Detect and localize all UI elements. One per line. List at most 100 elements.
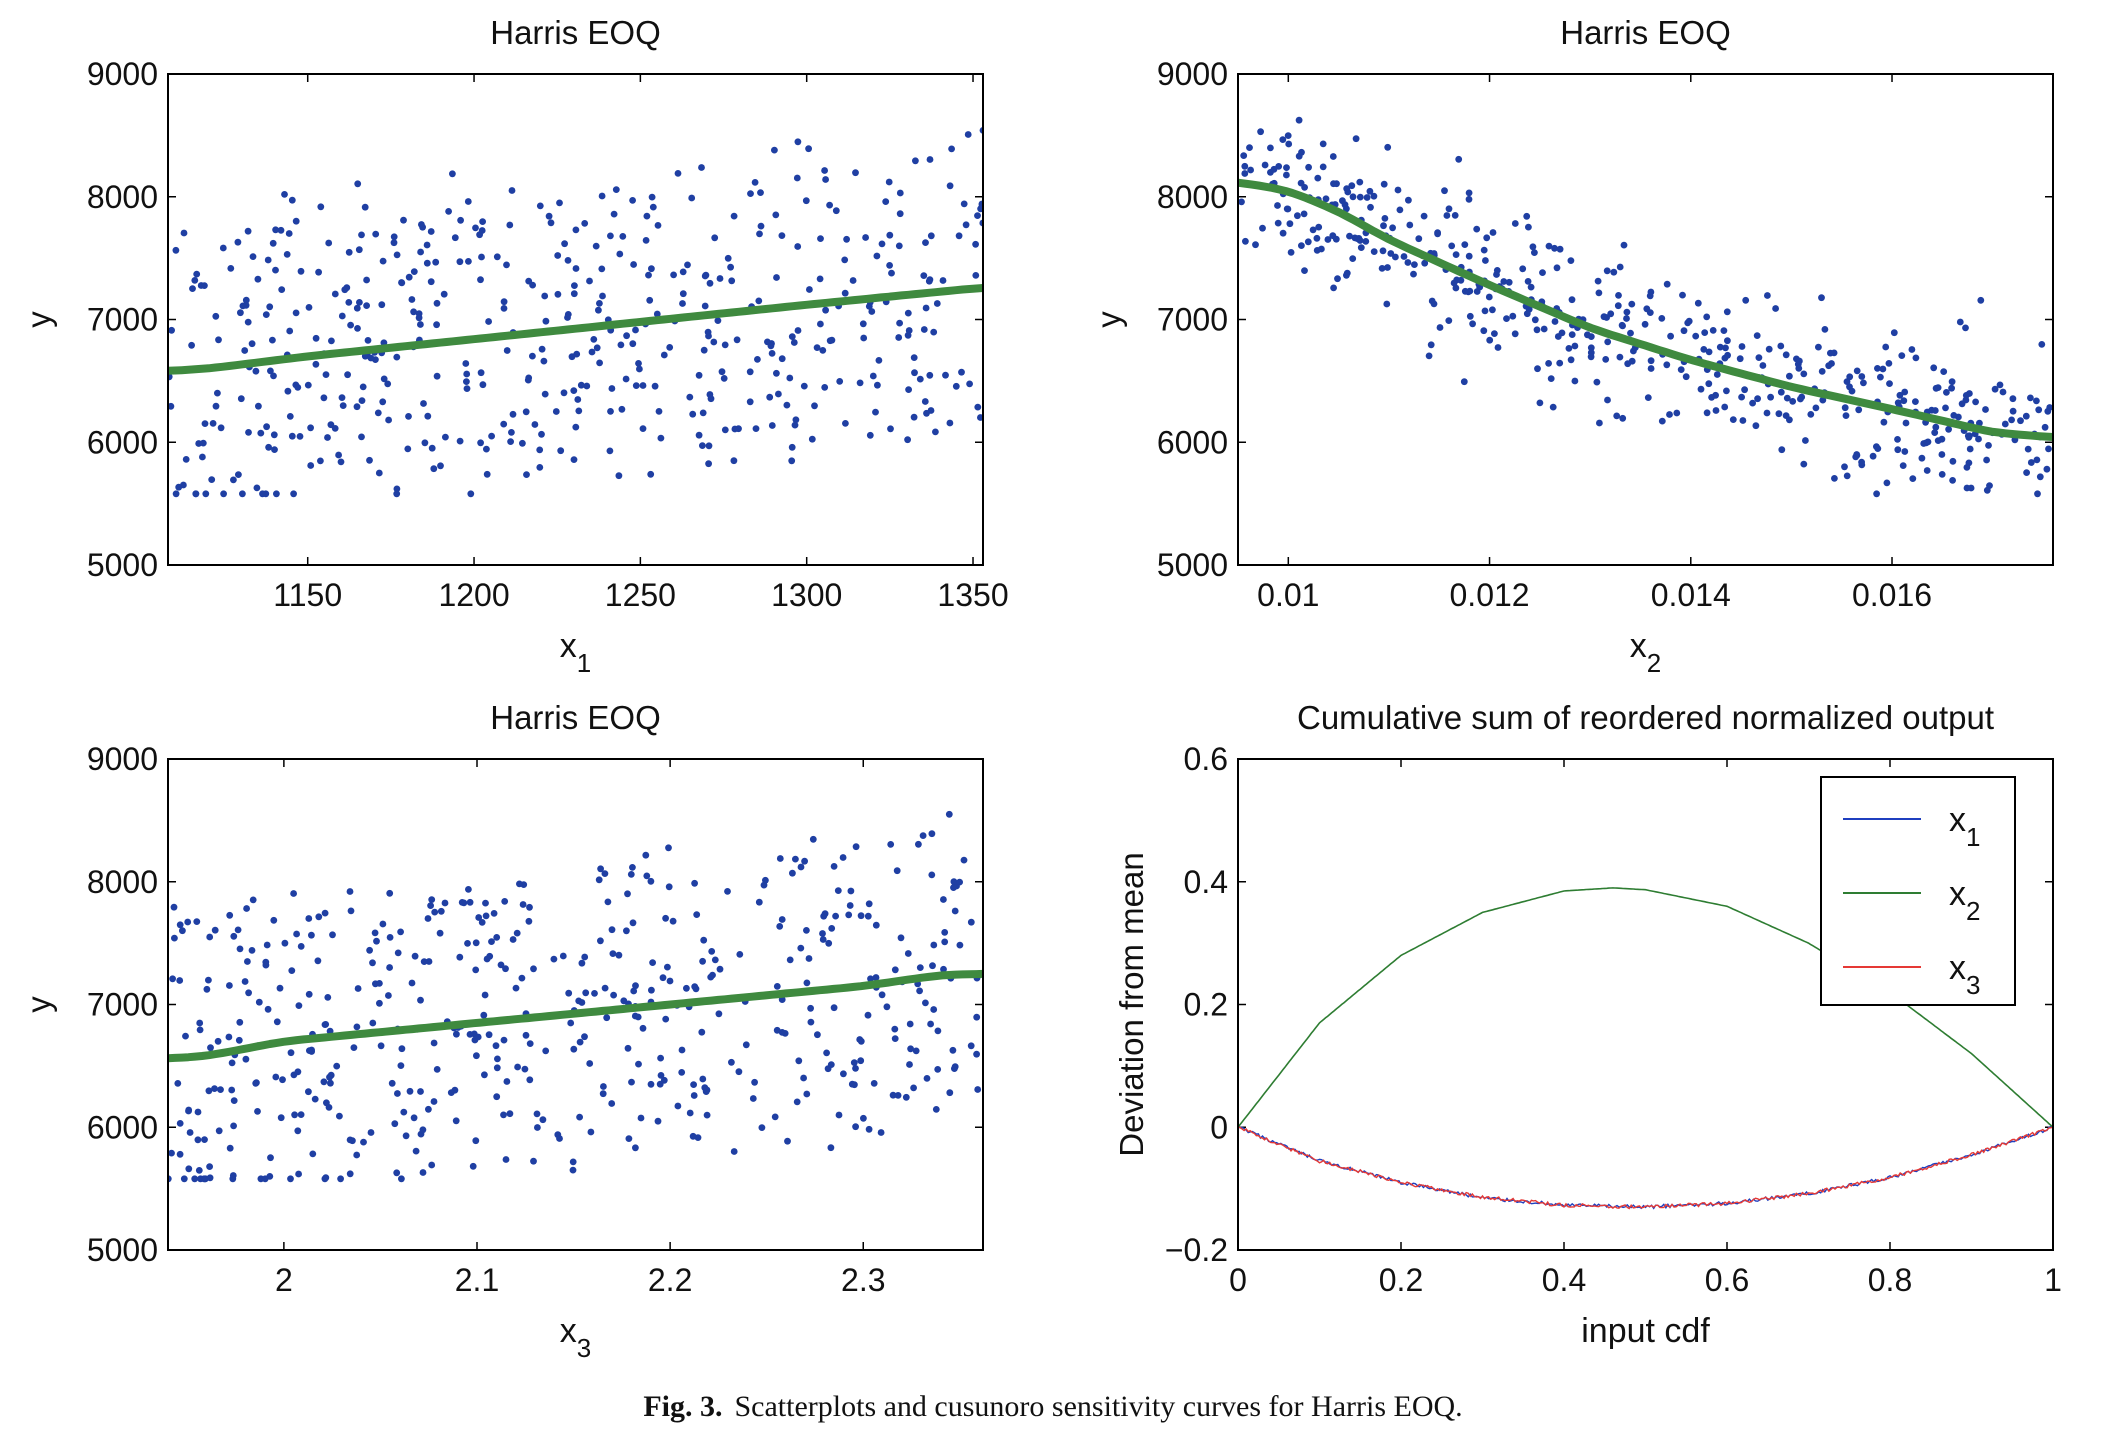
scatter-point <box>1330 284 1337 292</box>
scatter-point <box>325 1104 333 1111</box>
y-tick-label: 6000 <box>87 1109 158 1145</box>
scatter-point <box>1349 255 1357 262</box>
scatter-point <box>363 302 370 309</box>
y-tick-label: 5000 <box>1157 547 1228 583</box>
scatter-point <box>419 1126 427 1134</box>
scatter-point <box>269 336 276 344</box>
scatter-point <box>1956 318 1964 326</box>
scatter-point <box>839 854 847 861</box>
scatter-point <box>705 442 713 450</box>
scatter-point <box>597 937 604 945</box>
scatter-point <box>1529 243 1537 251</box>
scatter-point <box>226 982 233 989</box>
scatter-point <box>1415 235 1423 243</box>
scatter-point <box>335 451 342 459</box>
scatter-point <box>295 1170 302 1178</box>
scatter-point <box>932 1106 940 1113</box>
scatter-point <box>425 958 433 965</box>
scatter-point <box>701 272 709 280</box>
scatter-point <box>1666 411 1673 418</box>
scatter-point <box>794 138 802 146</box>
scatter-point <box>1551 244 1558 252</box>
scatter-point <box>336 1112 343 1120</box>
scatter-point <box>1380 180 1388 188</box>
scatter-point <box>1295 116 1303 124</box>
scatter-point <box>430 1098 438 1105</box>
scatter-point <box>778 232 786 240</box>
scatter-point <box>285 230 293 237</box>
scatter-point <box>603 1014 611 1022</box>
scatter-point <box>530 1157 537 1165</box>
scatter-point <box>684 261 691 269</box>
scatter-point <box>598 192 606 200</box>
scatter-point <box>500 420 508 428</box>
scatter-point <box>483 470 491 478</box>
scatter-point <box>176 977 184 984</box>
scatter-point <box>955 232 963 240</box>
scatter-point <box>394 1090 401 1097</box>
scatter-point <box>809 835 817 843</box>
scatter-point <box>654 1117 662 1125</box>
scatter-point <box>237 395 245 403</box>
scatter-point <box>269 239 277 247</box>
scatter-point <box>942 371 949 379</box>
scatter-point <box>2001 420 2009 428</box>
scatter-point <box>433 299 441 307</box>
scatter-point <box>960 200 968 208</box>
scatter-point <box>531 421 539 428</box>
scatter-point <box>430 1039 438 1047</box>
scatter-point <box>288 196 296 204</box>
scatter-point <box>1931 429 1939 436</box>
scatter-point <box>586 1060 594 1067</box>
scatter-point <box>503 347 511 354</box>
scatter-point <box>1383 300 1391 308</box>
scatter-point <box>284 387 292 395</box>
scatter-point <box>571 282 578 289</box>
scatter-point <box>728 1058 735 1066</box>
scatter-point <box>894 1092 902 1099</box>
scatter-point <box>1900 397 1908 405</box>
scatter-point <box>521 1065 529 1073</box>
scatter-point <box>1346 232 1353 240</box>
scatter-point <box>472 1137 480 1145</box>
scatter-point <box>1356 178 1364 186</box>
scatter-point <box>664 963 671 971</box>
scatter-point <box>1616 263 1624 271</box>
scatter-point <box>464 198 472 205</box>
scatter-point <box>751 179 759 186</box>
scatter-point <box>703 1086 711 1094</box>
scatter-point <box>648 193 656 201</box>
scatter-point <box>752 425 760 432</box>
scatter-point <box>296 433 304 440</box>
scatter-point <box>1812 404 1820 412</box>
scatter-point <box>586 277 593 285</box>
scatter-point <box>896 210 904 218</box>
scatter-point <box>243 905 251 912</box>
scatter-point <box>176 921 184 929</box>
scatter-point <box>1885 360 1893 367</box>
scatter-point <box>706 279 714 287</box>
scatter-point <box>266 303 274 311</box>
scatter-point <box>2024 445 2032 453</box>
x-tick-label: 1150 <box>273 577 342 613</box>
scatter-point <box>1877 373 1884 381</box>
scatter-point <box>304 381 312 389</box>
scatter-point <box>488 432 495 440</box>
scatter-point <box>1705 380 1713 388</box>
scatter-point <box>767 342 775 350</box>
scatter-point <box>904 950 912 957</box>
scatter-point <box>572 423 580 431</box>
scatter-point <box>1247 166 1254 174</box>
scatter-point <box>724 888 731 895</box>
scatter-point <box>1963 464 1971 471</box>
y-axis-label: Deviation from mean <box>1113 852 1150 1156</box>
scatter-point <box>245 989 253 997</box>
scatter-point <box>1410 270 1417 278</box>
scatter-point <box>1963 484 1971 492</box>
scatter-point <box>2022 412 2030 420</box>
scatter-point <box>599 292 606 300</box>
scatter-point <box>519 439 526 447</box>
scatter-point <box>830 863 838 870</box>
scatter-point <box>2017 417 2024 425</box>
scatter-point <box>910 354 918 361</box>
